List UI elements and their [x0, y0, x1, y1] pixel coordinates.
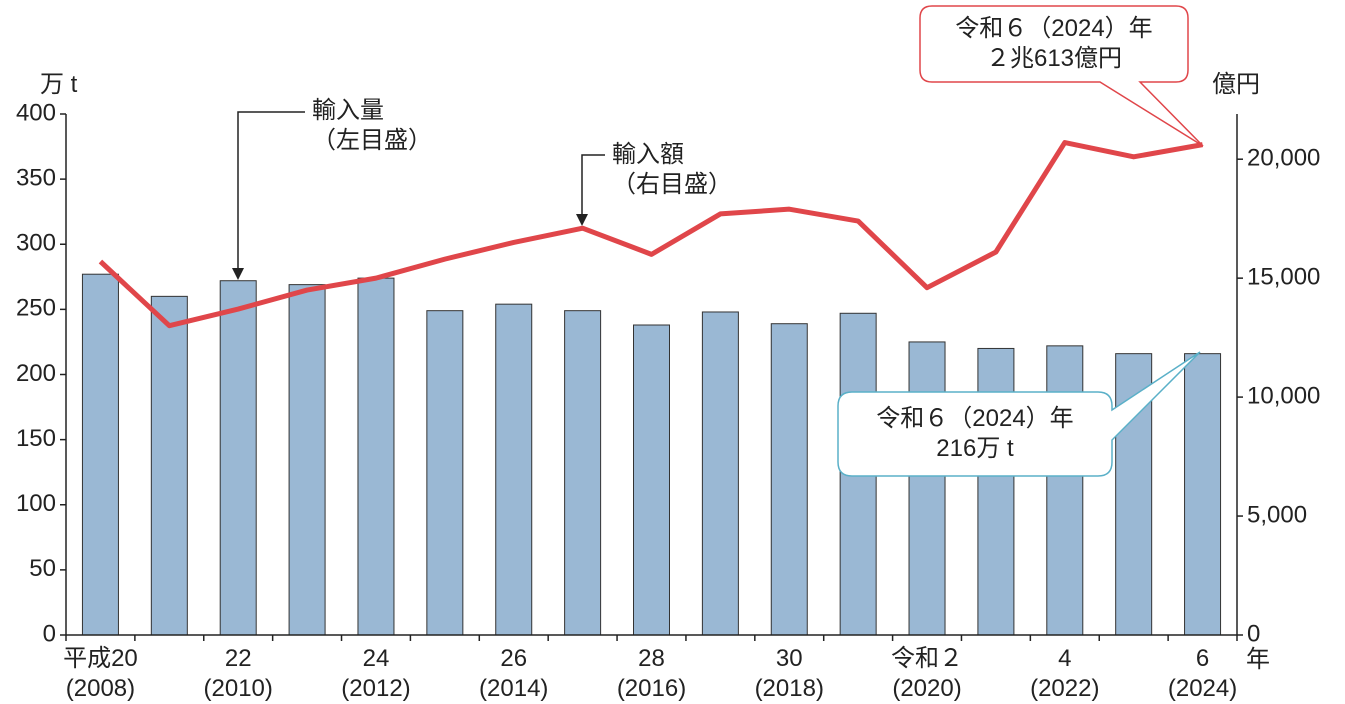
x-tick-label: 22 (2010)	[203, 645, 273, 702]
annotation: （右目盛）	[612, 171, 732, 198]
arrowhead	[576, 214, 588, 226]
bar	[1184, 353, 1222, 636]
callout-text: 令和６（2024）年 216万 t	[876, 405, 1074, 462]
y-tick-label: 250	[16, 295, 56, 322]
y2-tick-label: 15,000	[1247, 263, 1320, 290]
bar	[150, 295, 188, 636]
x-tick-label: 6 (2024)	[1167, 645, 1238, 702]
y-tick-label: 300	[16, 230, 56, 257]
arrowhead	[232, 268, 244, 280]
bar	[770, 323, 808, 636]
series-name: 輸入量	[312, 97, 384, 124]
x-tick-label: 28 (2016)	[616, 645, 687, 702]
callout-box	[919, 5, 1204, 147]
annotation: 輸入額 （右目盛）	[612, 140, 732, 200]
y-unit: 万 t	[40, 71, 78, 98]
y-tick-label: 150	[16, 425, 56, 452]
arrow	[237, 111, 305, 270]
y2-unit: 億円	[1212, 71, 1260, 98]
x-tick-label: 24 (2012)	[341, 645, 411, 702]
annotation: （左目盛）	[312, 127, 432, 154]
annotation: 輸入量 （左目盛）	[312, 96, 432, 156]
bar	[908, 341, 946, 636]
x-tick-label: 平成20 (2008)	[63, 645, 138, 702]
series-name: 輸入額	[612, 141, 684, 168]
x-tick-label: 令和２ (2020)	[891, 645, 964, 702]
arrow	[581, 154, 605, 216]
y2-tick-label: 0	[1247, 620, 1260, 647]
y-tick-label: 200	[16, 360, 56, 387]
bar	[219, 280, 257, 636]
x-tick-label: 4 (2022)	[1030, 645, 1100, 702]
bar	[1046, 345, 1084, 636]
bar	[81, 273, 119, 636]
y-tick-label: 100	[16, 490, 56, 517]
y2-tick-label: 5,000	[1247, 501, 1307, 528]
y2-tick-label: 10,000	[1247, 382, 1320, 409]
bar	[426, 310, 464, 636]
x-tick-label: 26 (2014)	[479, 645, 549, 702]
x-unit: 年	[1246, 646, 1270, 673]
callout-box	[837, 351, 1201, 477]
bar	[288, 284, 326, 636]
callout-text: 令和６（2024）年 ２兆613億円	[955, 15, 1153, 72]
y-tick-label: 350	[16, 164, 56, 191]
y-tick-label: 400	[16, 99, 56, 126]
bar	[564, 310, 602, 636]
y-tick-label: 50	[29, 555, 56, 582]
y-tick-label: 0	[43, 620, 56, 647]
bar	[495, 303, 533, 636]
y2-tick-label: 20,000	[1247, 145, 1320, 172]
x-tick-label: 30 (2018)	[754, 645, 824, 702]
line	[98, 140, 1203, 329]
bar	[357, 277, 395, 636]
bar	[633, 324, 670, 636]
bar	[701, 311, 739, 636]
